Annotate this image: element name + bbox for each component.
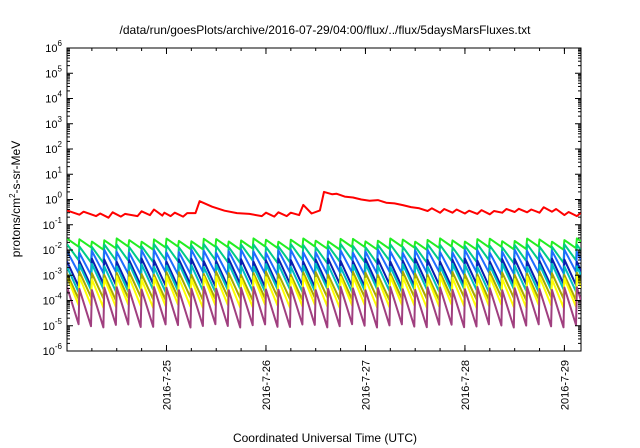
plot-frame xyxy=(66,47,582,352)
series-line-7 xyxy=(67,270,581,302)
y-tick-label: 105 xyxy=(45,64,62,80)
y-axis: 10-6 10-5 10-4 10-3 10-2 10-1 100 101 102 103 104 1… xyxy=(43,39,581,358)
series-line-1 xyxy=(67,190,581,219)
plot-area: 10-6 10-5 10-4 10-3 10-2 10-1 100 101 102 103 104 1… xyxy=(43,39,582,410)
series-line-3 xyxy=(67,243,581,265)
y-tick-label: 102 xyxy=(45,140,62,156)
x-tick-label: 2016-7-27 xyxy=(360,360,372,410)
series-line-9 xyxy=(67,285,581,329)
y-tick-label: 10-5 xyxy=(43,317,63,333)
series-line-4 xyxy=(67,248,581,276)
y-tick-label: 104 xyxy=(45,90,62,106)
series-layer xyxy=(67,190,581,329)
y-tick-label: 103 xyxy=(45,115,62,131)
chart-title: /data/run/goesPlots/archive/2016-07-29/0… xyxy=(120,23,532,37)
x-tick-label: 2016-7-25 xyxy=(161,360,173,410)
x-axis-label: Coordinated Universal Time (UTC) xyxy=(233,431,417,445)
series-line-8 xyxy=(67,275,581,309)
y-axis-label: protons/cm2-s-sr-MeV xyxy=(8,141,23,257)
x-tick-label: 2016-7-26 xyxy=(261,360,273,410)
y-tick-label: 10-6 xyxy=(43,342,63,358)
x-axis: 2016-7-25 2016-7-26 2016-7-27 2016-7-28 2016… xyxy=(66,48,571,410)
series-line-5 xyxy=(67,257,581,289)
y-tick-label: 10-3 xyxy=(43,266,63,282)
series-line-2 xyxy=(67,237,581,251)
y-tick-label: 10-2 xyxy=(43,241,63,257)
x-tick-label: 2016-7-28 xyxy=(460,360,472,410)
y-tick-label: 106 xyxy=(45,39,62,55)
y-axis-label-rest: -s-sr-MeV xyxy=(9,141,23,194)
y-tick-label: 101 xyxy=(45,165,62,181)
y-tick-label: 100 xyxy=(45,191,62,207)
x-tick-label: 2016-7-29 xyxy=(559,360,571,410)
y-axis-label-base: protons/cm xyxy=(9,198,23,257)
y-axis-label-sup: 2 xyxy=(8,193,17,198)
y-tick-label: 10-1 xyxy=(43,216,63,232)
y-tick-label: 10-4 xyxy=(43,292,63,308)
series-line-6 xyxy=(67,262,581,294)
